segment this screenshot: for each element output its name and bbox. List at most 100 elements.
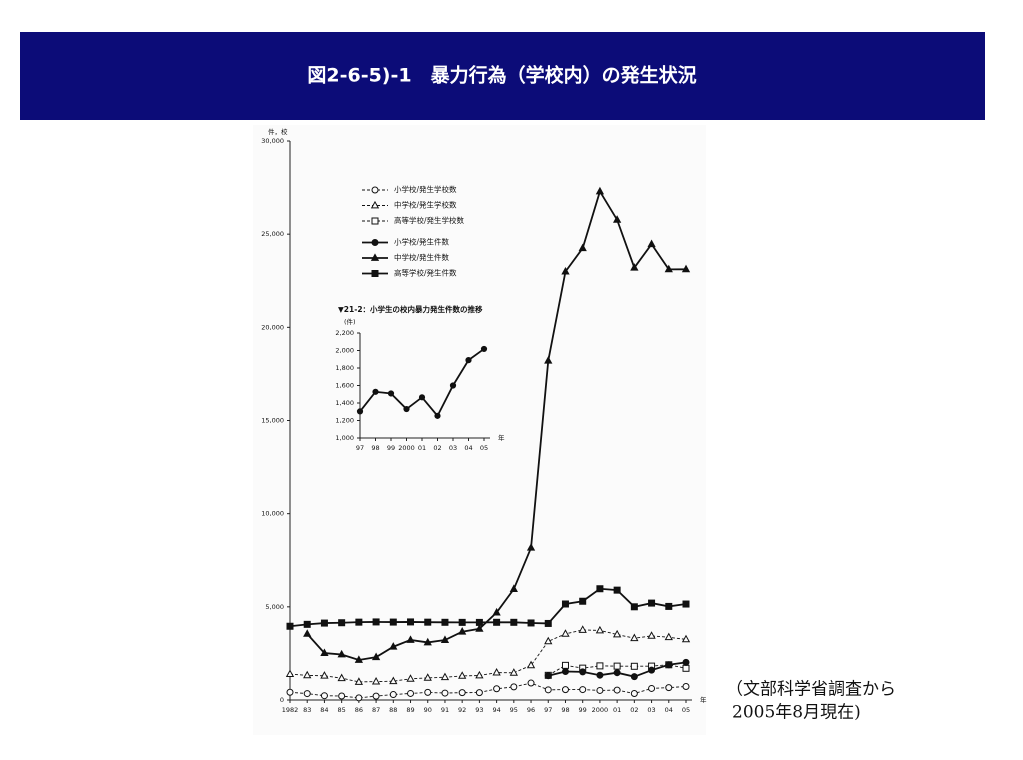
y-tick-label: 1,000 (335, 434, 354, 442)
point (596, 585, 604, 593)
point (354, 655, 364, 663)
point (440, 635, 450, 643)
point (320, 648, 329, 656)
y-tick-label: 1,200 (335, 417, 354, 425)
point (458, 627, 467, 635)
point (595, 625, 605, 634)
point (492, 667, 501, 676)
x-tick-label: 01 (418, 444, 426, 452)
point (303, 690, 311, 698)
point (664, 264, 673, 273)
point (561, 600, 569, 608)
x-tick-label: 98 (561, 706, 569, 714)
note-line: 2005年8月現在) (732, 703, 861, 723)
x-tick-label: 84 (320, 706, 328, 714)
point (561, 266, 570, 275)
point (527, 679, 535, 687)
x-tick-label: 89 (406, 706, 414, 714)
point (682, 682, 690, 690)
x-tick-label: 99 (579, 706, 587, 714)
x-unit: 年 (700, 695, 707, 704)
point (418, 394, 426, 401)
point (389, 691, 397, 699)
point (648, 599, 656, 607)
point (406, 635, 415, 643)
x-unit: 年 (498, 433, 505, 442)
point (370, 253, 380, 261)
point (630, 690, 638, 698)
point (434, 412, 441, 419)
x-tick-label: 05 (480, 444, 488, 452)
point (423, 637, 432, 646)
x-tick-label: 04 (665, 706, 673, 714)
header-title: 図2-6-5)-1 暴力行為（学校内）の発生状況 (307, 64, 696, 87)
point (355, 618, 363, 626)
point (596, 662, 604, 670)
point (371, 676, 381, 685)
x-tick-label: 1982 (282, 706, 299, 714)
y-tick-label: 10,000 (261, 510, 284, 518)
note-line: （文部科学省調査から (726, 680, 896, 700)
x-tick-label: 02 (630, 706, 638, 714)
x-tick-label: 96 (527, 706, 535, 714)
point (286, 622, 294, 630)
point (665, 602, 673, 610)
point (458, 689, 466, 697)
x-tick-label: 03 (647, 706, 655, 714)
point (424, 688, 432, 696)
x-tick-label: 95 (510, 706, 518, 714)
point (510, 618, 518, 626)
point (526, 543, 536, 551)
y-tick-label: 0 (280, 696, 284, 704)
point (665, 661, 673, 669)
point (320, 619, 328, 627)
point (596, 686, 604, 694)
point (561, 661, 569, 669)
point (337, 649, 346, 658)
x-tick-label: 86 (355, 706, 363, 714)
y-tick-label: 5,000 (265, 603, 284, 611)
point (370, 200, 380, 209)
point (578, 243, 587, 252)
x-tick-label: 93 (475, 706, 483, 714)
x-tick-label: 97 (544, 706, 552, 714)
point (527, 619, 535, 627)
y-tick-label: 25,000 (261, 230, 284, 238)
y-tick-label: 1,600 (335, 382, 354, 390)
inset-title: ▼21-2：小学生の校内暴力発生件数の推移 (338, 304, 483, 314)
point (338, 692, 346, 700)
point (423, 673, 432, 681)
point (561, 686, 569, 694)
point (544, 619, 552, 627)
y-tick-label: 1,400 (335, 399, 354, 407)
point (372, 692, 380, 700)
point (389, 618, 397, 626)
point (509, 668, 518, 676)
point (303, 670, 312, 679)
legend-label: 小学校/発生学校数 (394, 184, 457, 194)
point (579, 686, 587, 694)
point (613, 686, 621, 694)
point (682, 600, 690, 608)
chart-panel (253, 125, 706, 735)
point (475, 624, 484, 632)
x-tick-label: 2000 (398, 444, 415, 452)
point (492, 607, 501, 616)
point (544, 686, 552, 694)
point (544, 672, 552, 680)
y-tick-label: 15,000 (261, 417, 284, 425)
x-tick-label: 97 (356, 444, 364, 452)
point (475, 618, 483, 626)
point (630, 603, 638, 611)
point (458, 618, 466, 626)
point (387, 390, 395, 397)
x-tick-label: 91 (441, 706, 449, 714)
point (630, 673, 638, 681)
x-tick-label: 98 (371, 444, 379, 452)
point (465, 357, 472, 364)
point (475, 689, 483, 697)
point (630, 662, 638, 670)
point (561, 668, 569, 676)
point (458, 671, 467, 679)
point (286, 688, 294, 696)
